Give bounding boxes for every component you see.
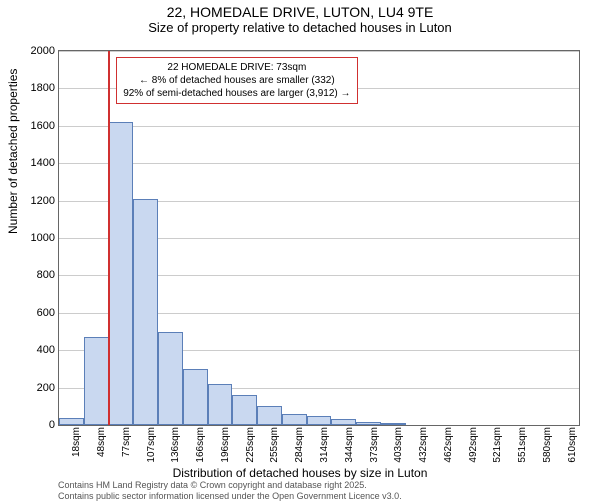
gridline: [59, 163, 579, 164]
x-tick-label: 314sqm: [319, 427, 330, 463]
annotation-box: 22 HOMEDALE DRIVE: 73sqm← 8% of detached…: [116, 57, 357, 104]
y-tick-label: 800: [37, 269, 55, 281]
histogram-bar: [158, 332, 183, 426]
attribution-line1: Contains HM Land Registry data © Crown c…: [58, 480, 402, 491]
annotation-line3: 92% of semi-detached houses are larger (…: [123, 87, 350, 100]
histogram-bar: [356, 422, 381, 425]
y-tick-label: 400: [37, 344, 55, 356]
histogram-bar: [84, 337, 109, 425]
gridline: [59, 126, 579, 127]
y-tick-label: 1200: [31, 195, 55, 207]
y-tick-label: 0: [49, 419, 55, 431]
histogram-bar: [208, 384, 233, 425]
histogram-bar: [109, 122, 134, 425]
histogram-bar: [257, 406, 282, 425]
x-tick-label: 432sqm: [418, 427, 429, 463]
x-tick-label: 196sqm: [220, 427, 231, 463]
y-tick-label: 2000: [31, 45, 55, 57]
x-tick-label: 166sqm: [195, 427, 206, 463]
annotation-line1: 22 HOMEDALE DRIVE: 73sqm: [123, 61, 350, 74]
y-tick-label: 1800: [31, 82, 55, 94]
attribution-line2: Contains public sector information licen…: [58, 491, 402, 502]
x-tick-label: 18sqm: [71, 427, 82, 457]
x-tick-label: 225sqm: [245, 427, 256, 463]
x-tick-label: 610sqm: [567, 427, 578, 463]
x-tick-label: 284sqm: [294, 427, 305, 463]
x-tick-label: 136sqm: [170, 427, 181, 463]
property-marker-line: [108, 51, 110, 425]
gridline: [59, 51, 579, 52]
x-tick-label: 373sqm: [369, 427, 380, 463]
y-tick-label: 1000: [31, 232, 55, 244]
histogram-bar: [307, 416, 332, 425]
x-tick-label: 403sqm: [393, 427, 404, 463]
attribution: Contains HM Land Registry data © Crown c…: [58, 480, 402, 502]
x-tick-label: 551sqm: [517, 427, 528, 463]
x-tick-label: 107sqm: [146, 427, 157, 463]
x-tick-label: 77sqm: [121, 427, 132, 457]
y-tick-label: 1600: [31, 120, 55, 132]
histogram-bar: [59, 418, 84, 425]
y-tick-label: 600: [37, 307, 55, 319]
histogram-bar: [133, 199, 158, 425]
histogram-bar: [331, 419, 356, 425]
chart-title: 22, HOMEDALE DRIVE, LUTON, LU4 9TE: [0, 4, 600, 20]
histogram-bar: [282, 414, 307, 425]
annotation-line2: ← 8% of detached houses are smaller (332…: [123, 74, 350, 87]
x-tick-label: 492sqm: [468, 427, 479, 463]
y-tick-label: 1400: [31, 157, 55, 169]
x-tick-label: 48sqm: [96, 427, 107, 457]
x-tick-label: 580sqm: [542, 427, 553, 463]
x-tick-label: 462sqm: [443, 427, 454, 463]
x-axis-label: Distribution of detached houses by size …: [0, 466, 600, 480]
chart-subtitle: Size of property relative to detached ho…: [0, 20, 600, 35]
histogram-bar: [232, 395, 257, 425]
x-tick-label: 255sqm: [269, 427, 280, 463]
y-tick-label: 200: [37, 382, 55, 394]
histogram-bar: [183, 369, 208, 425]
x-tick-label: 521sqm: [492, 427, 503, 463]
histogram-bar: [381, 423, 406, 425]
chart-area: 020040060080010001200140016001800200018s…: [58, 50, 580, 426]
x-tick-label: 344sqm: [344, 427, 355, 463]
y-axis-label: Number of detached properties: [6, 69, 20, 234]
